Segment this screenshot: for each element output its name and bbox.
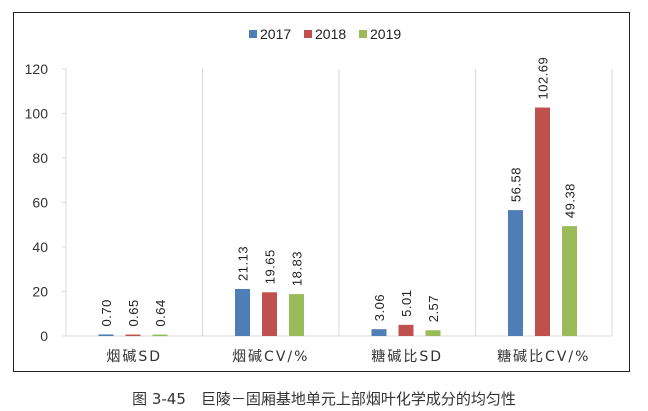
y-tick-label: 20 [32,284,48,300]
bar-2017 [371,329,387,336]
data-label: 56.58 [509,167,524,202]
data-label: 3.06 [372,294,387,321]
bar-2018 [125,334,141,337]
bar-2018 [535,107,550,337]
y-tick-label: 0 [40,328,48,344]
legend-label: 2017 [260,26,291,42]
data-label: 21.13 [236,246,251,281]
legend-label: 2019 [370,26,401,42]
bar-2019 [425,330,441,336]
data-label: 49.38 [563,183,578,218]
data-label: 2.57 [426,295,441,322]
bar-2018 [262,292,277,336]
bar-2017 [98,334,114,336]
y-tick-label: 40 [32,239,48,255]
legend-swatch-2018 [304,30,312,38]
chart-frame [13,12,630,372]
x-tick-label: 烟碱SD [106,349,162,365]
figure-caption: 图 3-45 巨陵－固厢基地单元上部烟叶化学成分的均匀性 [132,390,516,408]
bar-2019 [289,294,304,336]
y-tick-label: 60 [32,195,48,211]
bar-2017 [508,210,523,336]
bar-2018 [398,324,414,336]
x-tick-label: 糖碱比CV/% [497,349,590,365]
x-tick-label: 糖碱比SD [371,349,443,365]
data-label: 19.65 [263,249,278,284]
y-tick-label: 100 [25,106,49,122]
y-tick-label: 80 [32,150,48,166]
legend-swatch-2017 [249,30,257,38]
data-label: 0.64 [153,299,168,326]
data-label: 102.69 [536,57,551,100]
bar-2019 [152,334,168,337]
data-label: 0.70 [99,299,114,326]
data-label: 0.65 [126,299,141,326]
y-tick-label: 120 [25,61,49,77]
legend-swatch-2019 [359,30,367,38]
data-label: 5.01 [399,290,414,317]
bar-2017 [235,288,250,336]
data-label: 18.83 [290,251,305,286]
legend-label: 2018 [315,26,346,42]
x-tick-label: 烟碱CV/% [232,349,309,365]
bar-2019 [562,226,577,336]
bar-chart: 0 20 40 60 80 100 120 烟碱SD 0.70 0.65 0.64 烟碱CV/% 21.… [25,26,613,365]
